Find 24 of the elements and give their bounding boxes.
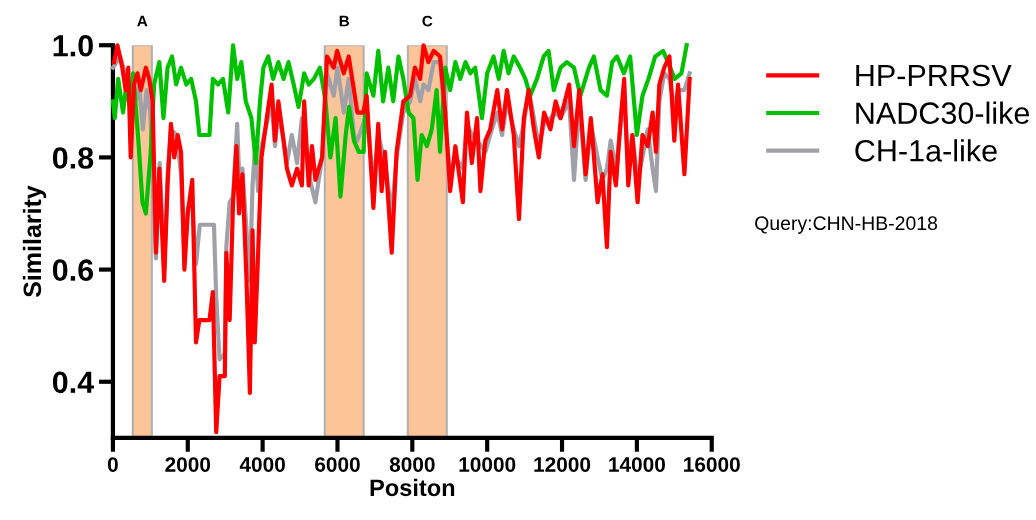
y-tick-label: 0.4 (52, 371, 95, 394)
x-tick-label: 6000 (315, 457, 360, 472)
x-axis-title: Positon (370, 478, 455, 497)
band-label: C (422, 15, 433, 27)
x-tick-label: 0 (107, 457, 118, 472)
legend-label: HP-PRRSV (856, 64, 1012, 87)
line-series (111, 43, 692, 435)
x-tick-label: 10000 (459, 457, 516, 472)
legend-label: CH-1a-like (855, 139, 997, 162)
band-label: A (137, 15, 148, 27)
x-tick-label: 14000 (609, 457, 665, 472)
y-axis-title: Similarity (22, 185, 47, 298)
y-tick-label: 1.0 (53, 34, 93, 57)
y-tick-label: 0.8 (52, 147, 94, 169)
band-label: B (339, 15, 350, 27)
text: Query:CHN-HB-2018 (755, 216, 938, 234)
x-tick-label: 16000 (684, 457, 740, 472)
line-series (110, 43, 689, 216)
x-tick-label: 12000 (534, 457, 591, 472)
x-tick-label: 8000 (389, 457, 435, 472)
x-tick-label: 4000 (239, 457, 285, 472)
y-tick-label: 0.6 (52, 259, 94, 281)
legend-label: NADC30-like (856, 101, 1030, 124)
x-tick-label: 2000 (165, 457, 211, 472)
